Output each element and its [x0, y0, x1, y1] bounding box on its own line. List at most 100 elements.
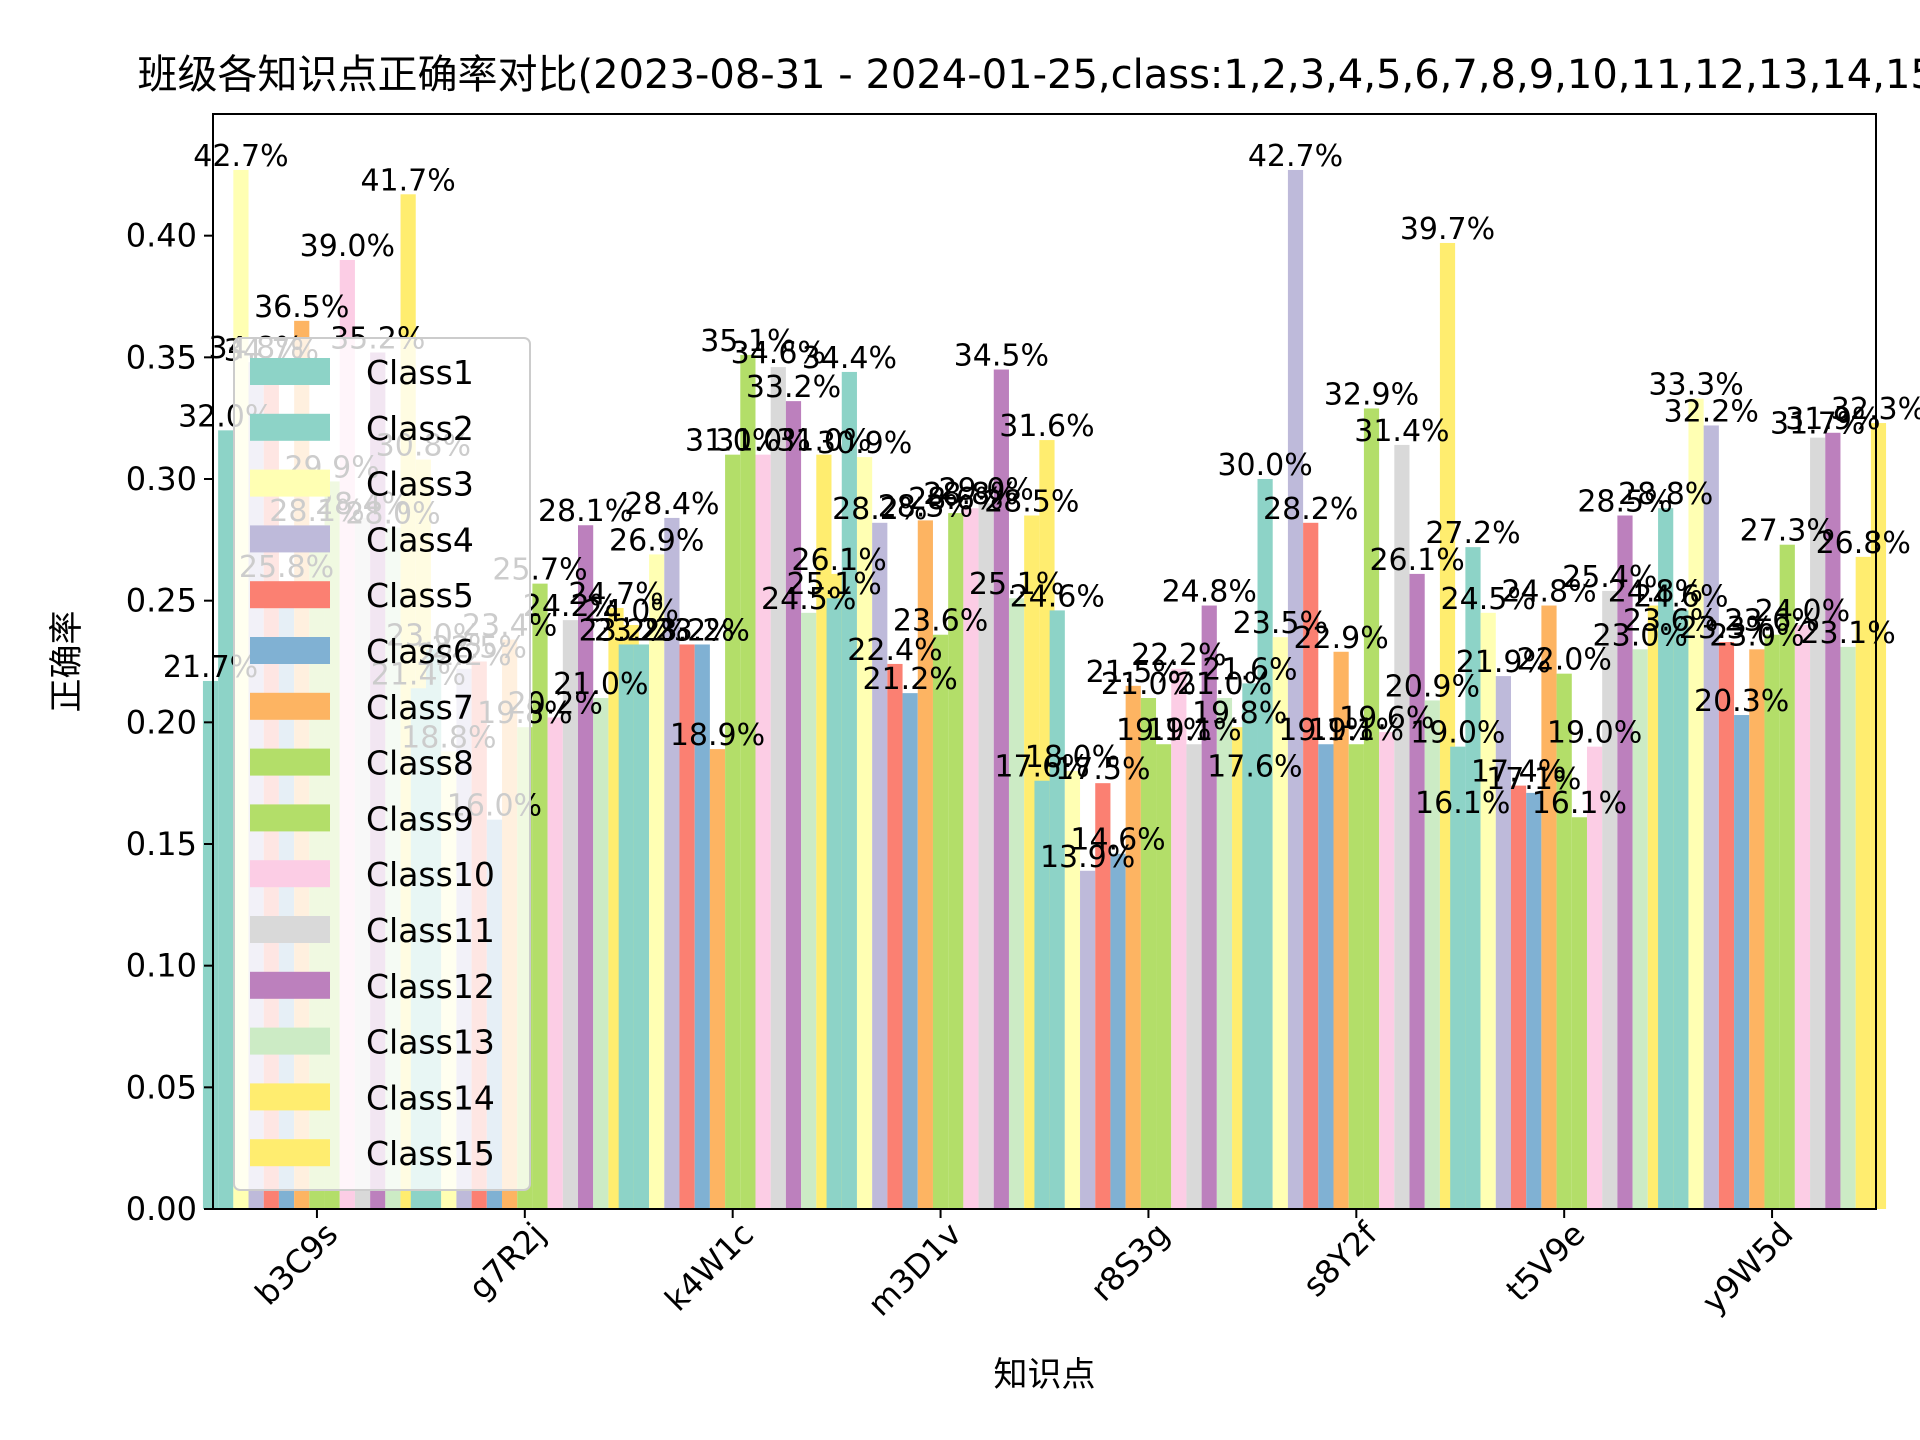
bar-value-label: 17.1%: [1486, 762, 1581, 797]
bar-value-label: 31.6%: [999, 409, 1094, 444]
y-tick-label: 0.15: [126, 825, 197, 863]
bar: [633, 644, 650, 1209]
x-axis-title: 知识点: [994, 1355, 1096, 1395]
bar: [618, 644, 634, 1209]
chart-title: 班级各知识点正确率对比(2023-08-31 - 2024-01-25,clas…: [138, 52, 1920, 98]
bar-value-label: 19.6%: [1339, 701, 1434, 736]
legend-label: Class12: [366, 967, 495, 1006]
y-tick-label: 0.00: [126, 1190, 197, 1228]
bar-value-label: 21.5%: [1086, 655, 1181, 690]
bar-value-label: 24.6%: [1010, 579, 1105, 614]
bar-value-label: 14.6%: [1070, 823, 1165, 858]
bar-value-label: 25.1%: [969, 567, 1064, 602]
bar: [593, 698, 609, 1209]
bar: [755, 454, 771, 1210]
bar: [1303, 522, 1319, 1209]
bar: [1840, 646, 1856, 1209]
bar: [1703, 425, 1719, 1209]
bar: [1171, 668, 1187, 1209]
bar-value-label: 39.0%: [300, 229, 395, 264]
bar: [1510, 785, 1527, 1209]
bar: [1870, 423, 1887, 1209]
bar: [1571, 817, 1587, 1209]
bar-value-label: 21.6%: [1202, 652, 1297, 687]
bar-value-label: 24.8%: [1162, 575, 1257, 610]
bar-value-label: 23.2%: [639, 613, 734, 648]
bar-value-label: 23.6%: [1623, 604, 1718, 639]
bar: [1541, 605, 1557, 1209]
bar-value-label: 24.5%: [761, 582, 856, 617]
legend-label: Class10: [366, 855, 495, 894]
bar-value-label: 21.9%: [1456, 645, 1551, 680]
bar-value-label: 27.2%: [1425, 516, 1520, 551]
x-tick-label: m3D1v: [860, 1215, 969, 1324]
legend-swatch: [250, 748, 330, 776]
bar: [1450, 746, 1466, 1209]
bar-value-label: 19.1%: [1309, 713, 1404, 748]
bar: [1242, 683, 1258, 1209]
bar-value-label: 31.0%: [715, 424, 810, 459]
bar: [1586, 746, 1603, 1209]
legend-swatch: [250, 916, 330, 943]
x-tick-label: t5V9e: [1499, 1215, 1593, 1309]
bar-value-label: 28.8%: [1618, 477, 1713, 512]
bar: [1409, 573, 1425, 1209]
bar-value-label: 32.2%: [1664, 394, 1759, 429]
bar-value-label: 28.3%: [878, 489, 973, 524]
bar-value-label: 21.0%: [553, 667, 648, 702]
bar-value-label: 28.5%: [984, 485, 1079, 520]
bar: [1216, 698, 1233, 1209]
legend-label: Class13: [366, 1023, 495, 1062]
bar-value-label: 28.5%: [1577, 485, 1672, 520]
bar-value-label: 24.8%: [1501, 575, 1596, 610]
legend-label: Class2: [366, 409, 474, 448]
bar-value-label: 23.2%: [579, 613, 674, 648]
bar: [1632, 649, 1648, 1209]
y-tick-label: 0.10: [126, 947, 197, 985]
y-axis-title: 正确率: [47, 611, 87, 713]
bar-value-label: 24.7%: [568, 577, 663, 612]
bar: [1201, 605, 1217, 1209]
legend-swatch: [250, 1139, 330, 1167]
bar-value-label: 33.2%: [746, 370, 841, 405]
bar-value-label: 26.8%: [1816, 526, 1911, 561]
bar: [1749, 649, 1765, 1209]
y-tick-label: 0.40: [126, 217, 197, 255]
bar: [1363, 408, 1380, 1209]
bar: [993, 369, 1009, 1209]
bar: [1495, 676, 1511, 1209]
bar-value-label: 19.1%: [1116, 713, 1211, 748]
bar: [978, 503, 994, 1209]
bar: [1348, 744, 1364, 1209]
bar-value-label: 42.7%: [1248, 139, 1343, 174]
legend-label: Class6: [366, 632, 474, 671]
bar: [770, 367, 786, 1210]
bar: [1779, 544, 1795, 1209]
bar-value-label: 20.9%: [1385, 669, 1480, 704]
bar: [1049, 610, 1065, 1209]
bar-value-label: 42.7%: [193, 139, 288, 174]
legend-label: Class11: [366, 911, 495, 950]
bar: [1064, 771, 1081, 1209]
bar-value-label: 22.2%: [1131, 638, 1226, 673]
bar-value-label: 18.9%: [670, 718, 765, 753]
bar: [887, 663, 903, 1209]
bar-value-label: 24.2%: [523, 589, 618, 624]
bar: [1272, 637, 1288, 1209]
bar-value-label: 24.8%: [1608, 575, 1703, 610]
bar: [1810, 437, 1826, 1210]
bar: [932, 634, 949, 1209]
x-tick-label: r8S3g: [1083, 1215, 1177, 1309]
bar-value-label: 17.5%: [1055, 752, 1150, 787]
bar-value-label: 23.2%: [594, 613, 689, 648]
legend-swatch: [250, 971, 330, 999]
bar: [679, 644, 695, 1209]
bar-value-label: 31.7%: [1770, 407, 1865, 442]
bar-value-label: 34.4%: [802, 341, 897, 376]
bar: [1095, 783, 1111, 1209]
bar-value-label: 21.0%: [1101, 667, 1196, 702]
bar-value-label: 23.1%: [1800, 616, 1895, 651]
bar-value-label: 26.1%: [791, 543, 886, 578]
bar: [917, 520, 933, 1209]
legend-label: Class7: [366, 688, 474, 727]
